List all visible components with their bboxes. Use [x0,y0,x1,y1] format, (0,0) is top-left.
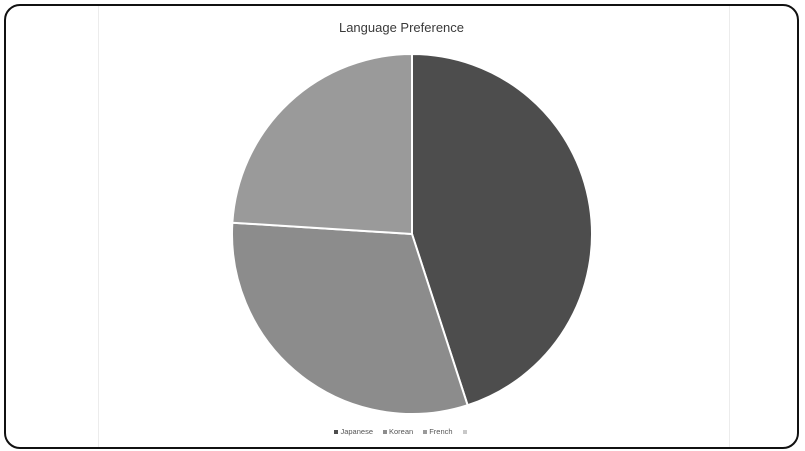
pie-slice-french [231,52,413,236]
legend-item-korean: Korean [383,427,413,436]
pie-slice-korean [231,221,469,415]
legend-item-japanese: Japanese [334,427,373,436]
legend-item-blank [462,427,469,436]
legend-swatch [462,429,467,434]
legend-item-french: French [423,427,453,436]
pie-slice-japanese [411,52,593,407]
legend-label: Japanese [340,427,373,436]
pie-chart [231,52,593,415]
legend-swatch [383,429,387,434]
legend-swatch [423,429,428,434]
plot-area [98,6,730,447]
legend-label: Korean [389,427,414,436]
legend-label: French [429,427,453,436]
chart-frame: Language Preference Japanese Korean French [4,4,799,449]
chart-title: Language Preference [338,20,465,35]
legend-swatch [334,429,339,434]
legend: Japanese Korean French [6,427,797,436]
